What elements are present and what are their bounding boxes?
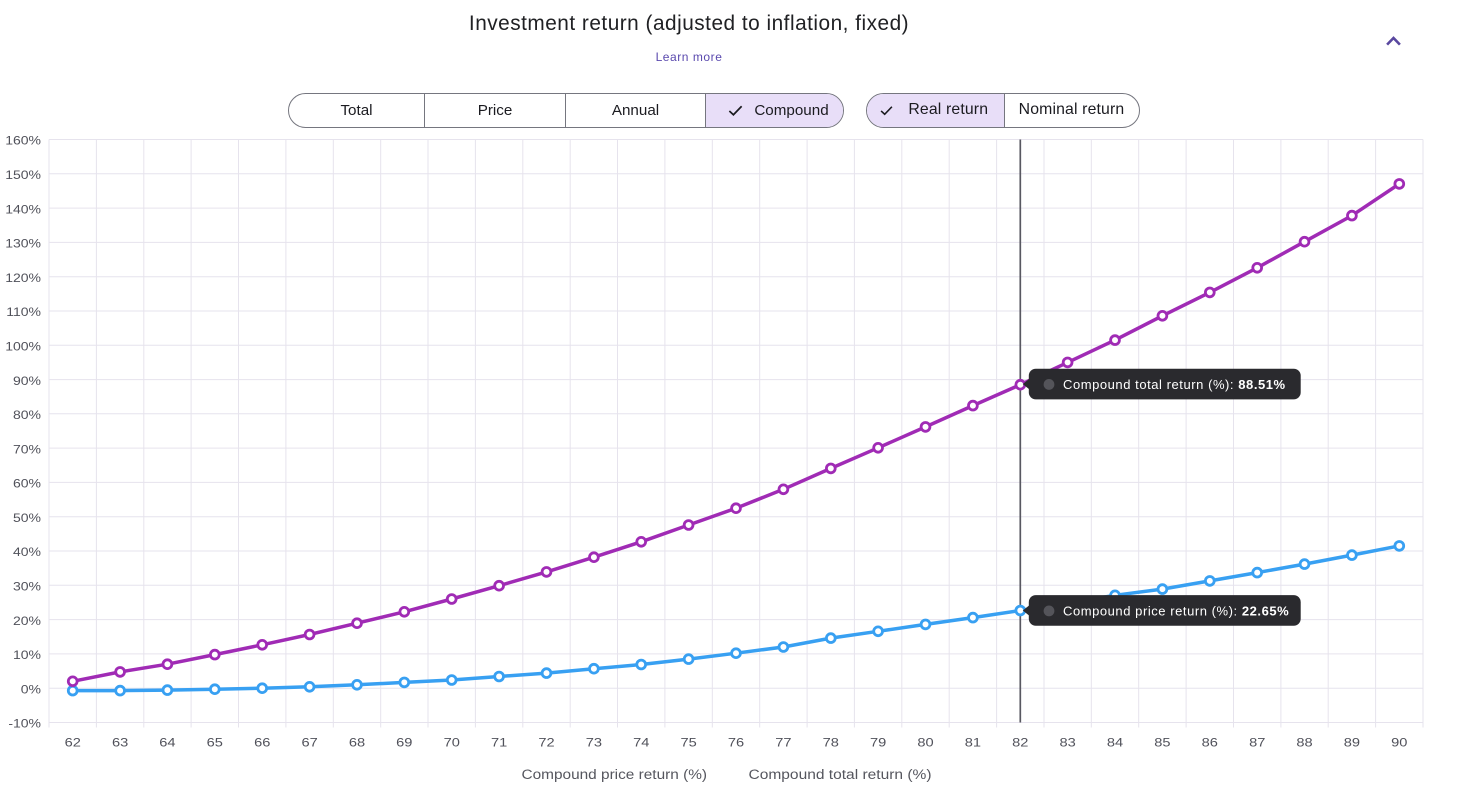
svg-text:Compound total return (%): Compound total return (%) (749, 767, 932, 782)
svg-text:83: 83 (1059, 736, 1075, 750)
svg-text:140%: 140% (5, 202, 41, 216)
svg-text:77: 77 (775, 736, 791, 750)
svg-text:70%: 70% (13, 442, 41, 456)
svg-text:71: 71 (491, 736, 507, 750)
svg-text:67: 67 (301, 736, 317, 750)
svg-text:150%: 150% (5, 168, 41, 182)
svg-text:160%: 160% (5, 133, 41, 147)
svg-text:-10%: -10% (8, 716, 41, 730)
svg-text:63: 63 (112, 736, 128, 750)
svg-text:81: 81 (965, 736, 981, 750)
svg-text:88: 88 (1296, 736, 1312, 750)
svg-text:73: 73 (586, 736, 602, 750)
svg-text:69: 69 (396, 736, 412, 750)
svg-text:64: 64 (159, 736, 176, 750)
svg-text:87: 87 (1249, 736, 1265, 750)
svg-text:66: 66 (254, 736, 270, 750)
svg-text:100%: 100% (5, 339, 41, 353)
svg-text:20%: 20% (13, 614, 41, 628)
svg-text:76: 76 (728, 736, 744, 750)
svg-text:50%: 50% (13, 511, 41, 525)
svg-text:130%: 130% (5, 236, 41, 250)
svg-text:68: 68 (349, 736, 365, 750)
svg-text:65: 65 (207, 736, 223, 750)
svg-text:62: 62 (65, 736, 81, 750)
svg-text:79: 79 (870, 736, 886, 750)
svg-text:85: 85 (1154, 736, 1170, 750)
svg-text:10%: 10% (13, 648, 41, 662)
svg-text:40%: 40% (13, 545, 41, 559)
svg-text:90%: 90% (13, 374, 41, 388)
svg-text:72: 72 (538, 736, 554, 750)
svg-text:80%: 80% (13, 408, 41, 422)
svg-text:Compound total return (%): 88.: Compound total return (%): 88.51% (1063, 377, 1286, 392)
svg-text:86: 86 (1202, 736, 1218, 750)
svg-text:82: 82 (1012, 736, 1028, 750)
svg-text:90: 90 (1391, 736, 1407, 750)
svg-text:60%: 60% (13, 476, 41, 490)
svg-text:30%: 30% (13, 579, 41, 593)
svg-text:0%: 0% (21, 682, 41, 696)
svg-text:Compound price return (%): 22.: Compound price return (%): 22.65% (1063, 604, 1289, 619)
svg-text:110%: 110% (6, 305, 41, 319)
svg-text:Compound price return (%): Compound price return (%) (522, 767, 708, 782)
svg-text:70: 70 (444, 736, 460, 750)
svg-text:120%: 120% (5, 271, 41, 285)
svg-text:80: 80 (917, 736, 933, 750)
svg-text:89: 89 (1344, 736, 1360, 750)
svg-text:74: 74 (633, 736, 650, 750)
svg-text:75: 75 (680, 736, 696, 750)
svg-text:84: 84 (1107, 736, 1124, 750)
svg-text:78: 78 (823, 736, 839, 750)
